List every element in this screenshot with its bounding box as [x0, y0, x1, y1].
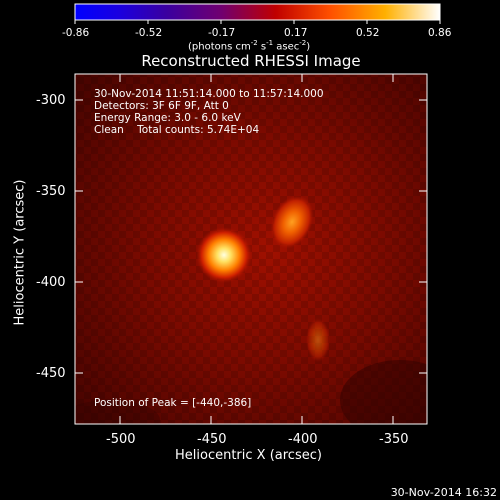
colorbar-ticks [74, 20, 441, 24]
info-clean-counts: Clean Total counts: 5.74E+04 [94, 124, 260, 136]
faint-source [306, 318, 330, 362]
y-tick-label: -400 [36, 275, 66, 290]
colorbar-gradient [74, 3, 441, 21]
secondary-source [270, 195, 314, 249]
y-tick-label: -300 [36, 93, 66, 108]
plot-frame [74, 73, 428, 425]
y-ticks [75, 99, 427, 374]
x-tick-label: -400 [288, 432, 318, 447]
info-detectors: Detectors: 3F 6F 9F, Att 0 [94, 100, 229, 112]
colorbar-tick-label: 0.52 [356, 27, 380, 39]
x-ticks [119, 74, 394, 424]
y-tick-label: -450 [36, 366, 66, 381]
info-energy-range: Energy Range: 3.0 - 6.0 keV [94, 112, 241, 124]
dark-region [75, 400, 160, 424]
colorbar-tick-label: -0.86 [62, 27, 90, 39]
x-tick-label: -450 [197, 432, 227, 447]
x-tick-label: -350 [379, 432, 409, 447]
dark-region [340, 360, 427, 424]
y-tick-label: -350 [36, 184, 66, 199]
main-source [196, 227, 252, 283]
x-tick-label: -500 [106, 432, 136, 447]
x-axis-label: Heliocentric X (arcsec) [175, 448, 322, 463]
colorbar-tick-label: -0.52 [135, 27, 163, 39]
footer-timestamp: 30-Nov-2014 16:32 [390, 486, 497, 499]
colorbar-unit-label: (photons cm-2 s-1 asec-2) [188, 39, 311, 53]
peak-position-text: Position of Peak = [-440,-386] [94, 397, 252, 409]
colorbar-tick-label: -0.17 [208, 27, 236, 39]
y-axis-label: Heliocentric Y (arcsec) [12, 179, 28, 326]
info-time-range: 30-Nov-2014 11:51:14.000 to 11:57:14.000 [94, 88, 324, 100]
colorbar-tick-label: 0.86 [428, 27, 452, 39]
plot-title: Reconstructed RHESSI Image [141, 52, 361, 70]
colorbar-tick-label: 0.17 [284, 27, 308, 39]
colorbar [74, 3, 441, 24]
